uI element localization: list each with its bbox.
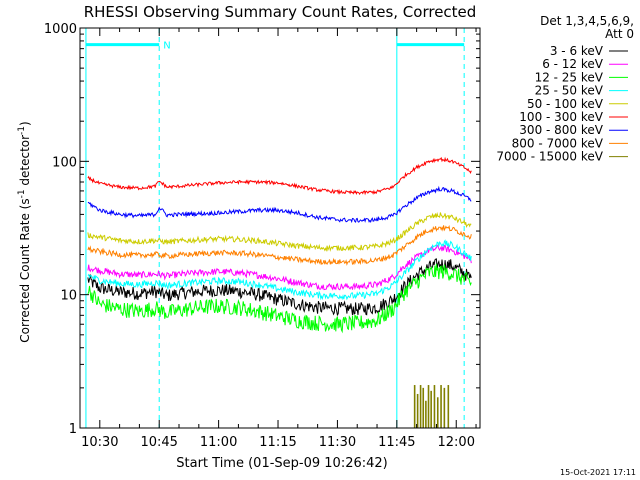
burst-bar (430, 390, 432, 428)
burst-bar (433, 385, 436, 428)
legend-header-line1: Det 1,3,4,5,6,9, (540, 14, 634, 28)
burst-bar (422, 387, 425, 428)
series-line-4 (87, 211, 472, 252)
burst-bar (427, 385, 430, 428)
y-tick-label: 10 (60, 289, 77, 304)
series-line-2 (87, 263, 472, 334)
x-tick-label: 11:30 (319, 435, 356, 450)
series-line-6 (87, 185, 472, 224)
burst-bar (436, 397, 439, 428)
y-tick-label: 1 (69, 422, 77, 437)
burst-bars (413, 385, 450, 428)
series-line-7 (87, 225, 472, 266)
legend-label-2: 12 - 25 keV (535, 70, 604, 84)
y-tick-label: 100 (52, 155, 77, 170)
x-tick-label: 11:00 (200, 435, 237, 450)
observing-intervals: N (85, 28, 465, 428)
legend-label-8: 7000 - 15000 keV (496, 150, 603, 164)
burst-bar (419, 385, 422, 428)
legend-label-4: 50 - 100 keV (527, 97, 604, 111)
legend-label-0: 3 - 6 keV (550, 44, 604, 58)
series-line-0 (87, 258, 472, 317)
y-label-part1: Corrected Count Rate (s (18, 198, 32, 342)
burst-bar (440, 385, 442, 428)
series-line-1 (87, 244, 472, 291)
legend-label-7: 800 - 7000 keV (512, 136, 604, 150)
legend-label-5: 100 - 300 keV (519, 110, 603, 124)
y-tick-label: 1000 (44, 22, 77, 37)
legend-label-1: 6 - 12 keV (542, 57, 604, 71)
axes: 10:30 10:45 11:00 11:15 11:30 11:45 12:00 1 10 10… (44, 22, 480, 450)
chart-title: RHESSI Observing Summary Count Rates, Co… (84, 3, 477, 21)
x-tick-label: 11:15 (259, 435, 296, 450)
burst-bar (416, 393, 419, 428)
y-label-part2: detector (18, 135, 32, 190)
series-line-5 (87, 156, 472, 196)
y-axis-label: Corrected Count Rate (s-1 detector-1) (17, 121, 32, 342)
y-label-exp1: -1 (17, 189, 27, 198)
x-tick-label: 10:30 (81, 435, 118, 450)
burst-bar (425, 400, 427, 428)
legend-label-3: 25 - 50 keV (535, 84, 604, 98)
series-lines (87, 156, 472, 334)
x-tick-label: 12:00 (438, 435, 475, 450)
y-label-exp2: -1 (17, 126, 27, 135)
burst-bar (413, 385, 416, 428)
legend-label-6: 300 - 800 keV (519, 123, 603, 137)
x-tick-label: 11:45 (378, 435, 415, 450)
y-label-part3: ) (18, 121, 32, 126)
legend-header-line2: Att 0 (605, 27, 634, 41)
plot-frame (79, 27, 481, 429)
footer-timestamp: 15-Oct-2021 17:11 (560, 468, 636, 477)
observing-label: N (163, 41, 170, 52)
x-axis-label: Start Time (01-Sep-09 10:26:42) (176, 456, 387, 471)
burst-bar (447, 385, 450, 428)
burst-bar (443, 387, 446, 428)
x-tick-label: 10:45 (140, 435, 177, 450)
series-line-3 (87, 239, 472, 301)
